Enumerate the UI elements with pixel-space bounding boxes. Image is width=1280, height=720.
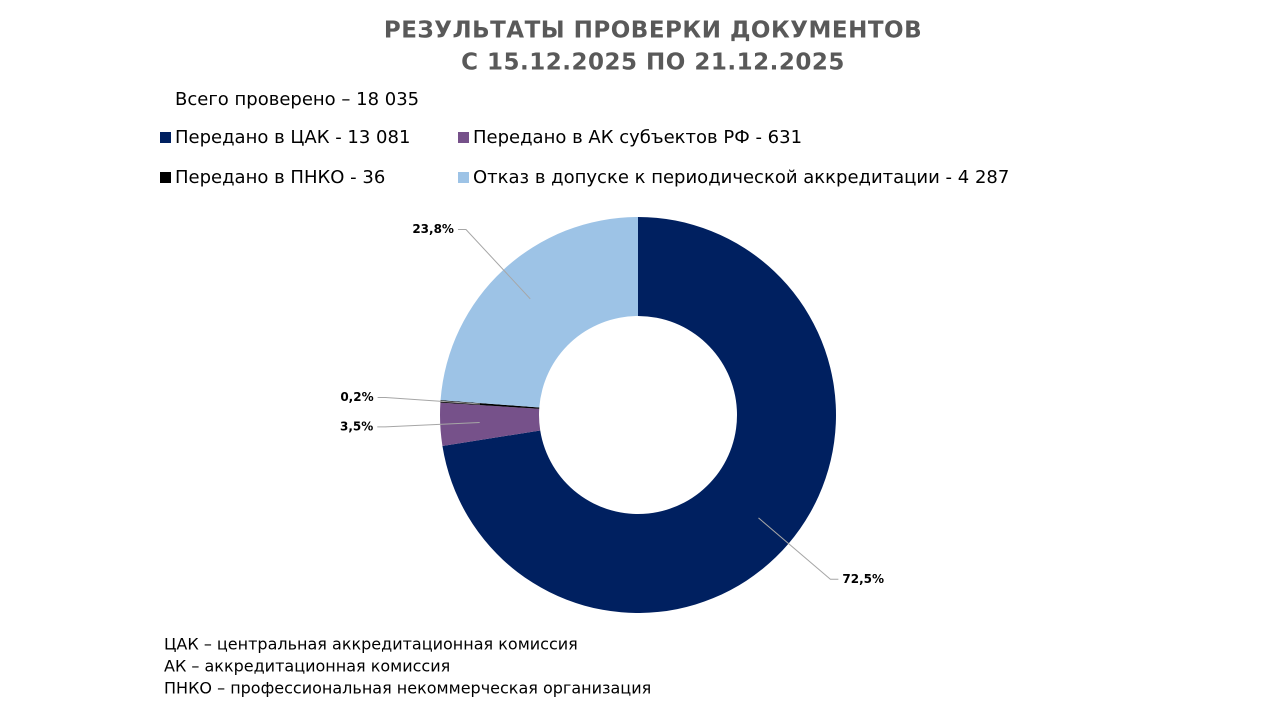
chart-subtitle: Всего проверено – 18 035 [175,89,419,110]
leader-line [457,228,531,300]
data-label: 3,5% [340,419,373,433]
data-label: 72,5% [842,572,884,586]
leader-line [758,517,839,580]
leader-line [377,421,480,428]
chart-title: РЕЗУЛЬТАТЫ ПРОВЕРКИ ДОКУМЕНТОВ [384,18,922,44]
legend-label: Передано в ЦАК - 13 081 [175,127,410,148]
legend-label: Передано в ПНКО - 36 [175,167,385,188]
footnote: АК – аккредитационная комиссия [164,657,450,676]
leader-line [377,397,480,405]
data-label: 0,2% [340,390,373,404]
legend-swatch [160,132,171,143]
legend-label: Передано в АК субъектов РФ - 631 [473,127,802,148]
footnote: ПНКО – профессиональная некоммерческая о… [164,679,651,698]
slice [442,217,837,613]
chart-title: С 15.12.2025 ПО 21.12.2025 [461,50,845,76]
legend-swatch [458,172,469,183]
legend-label: Отказ в допуске к периодической аккредит… [473,167,1009,188]
slice [440,217,638,408]
slice [439,402,541,446]
legend-swatch [160,172,171,183]
data-label: 23,8% [412,222,454,236]
legend-swatch [458,132,469,143]
footnote: ЦАК – центральная аккредитационная комис… [164,635,578,654]
slice [440,400,540,409]
